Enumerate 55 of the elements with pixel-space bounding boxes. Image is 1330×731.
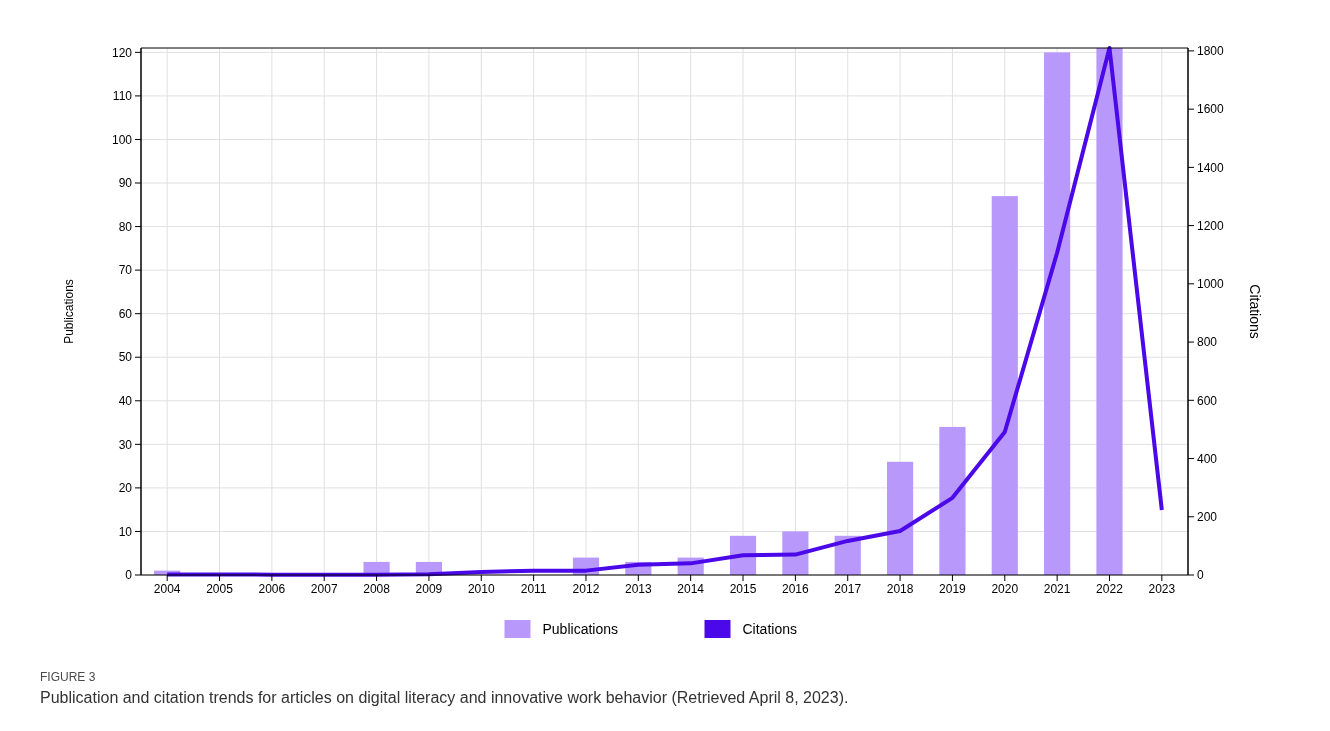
bar	[1096, 48, 1123, 575]
caption: FIGURE 3	[40, 670, 96, 684]
x-tick-label: 2012	[572, 582, 600, 596]
x-tick-label: 2007	[310, 582, 338, 596]
x-tick-label: 2017	[834, 582, 862, 596]
y-tick-label: 50	[118, 350, 133, 365]
y2-tick-label: 1800	[1197, 44, 1225, 59]
y-tick-label: 80	[118, 219, 133, 234]
bar	[991, 196, 1018, 575]
y-tick-label: 10	[118, 524, 133, 539]
line-series	[165, 46, 1164, 577]
y2-tick-label: 1400	[1197, 160, 1225, 175]
x-tick-label: 2008	[363, 582, 391, 596]
y-tick-label: 40	[118, 393, 133, 408]
x-tick-label: 2004	[153, 582, 181, 596]
x-tick-label: 2016	[782, 582, 810, 596]
y2-tick-label: 1200	[1197, 218, 1225, 233]
y-axis-title: Publications	[62, 279, 76, 344]
x-tick-label: 2022	[1096, 582, 1124, 596]
bar	[886, 461, 914, 575]
bar	[939, 426, 966, 575]
y-tick-label: 110	[112, 89, 133, 104]
x-tick-label: 2010	[467, 582, 495, 596]
y2-tick-label: 800	[1197, 335, 1218, 350]
y-tick-label: 70	[118, 263, 133, 278]
y-tick-label: 60	[118, 306, 133, 321]
y2-tick-label: 0	[1197, 568, 1204, 583]
x-tick-label: 2014	[677, 582, 705, 596]
x-tick-label: 2011	[520, 582, 547, 596]
x-tick-label: 2023	[1148, 582, 1176, 596]
y2-tick-label: 600	[1197, 393, 1218, 408]
x-tick-label: 2015	[729, 582, 757, 596]
y-tick-label: 120	[111, 45, 133, 60]
x-tick-label: 2006	[258, 582, 286, 596]
y-tick-label: 0	[125, 568, 133, 583]
x-tick-label: 2018	[886, 582, 914, 596]
y2-axis-title: Citations	[1247, 284, 1263, 339]
legend-label: Publications	[542, 620, 618, 637]
y2-tick-label: 1000	[1197, 277, 1225, 292]
bar	[1044, 52, 1071, 575]
x-tick-label: 2020	[991, 582, 1019, 596]
x-tick-label: 2019	[939, 582, 967, 596]
y-tick-label: 30	[118, 437, 133, 452]
x-tick-label: 2021	[1043, 582, 1071, 596]
y2-tick-label: 200	[1197, 509, 1218, 524]
y-tick-label: 100	[111, 132, 133, 147]
x-tick-label: 2013	[624, 582, 652, 596]
y-tick-label: 90	[118, 176, 133, 191]
x-tick-label: 2009	[415, 582, 443, 596]
y-tick-label: 20	[118, 481, 133, 496]
x-tick-label: 2005	[206, 582, 234, 596]
y2-tick-label: 1600	[1197, 102, 1225, 117]
legend-label: Citations	[742, 620, 797, 637]
text: Publication and citation trends for articles on digital literacy and innovative work behavior (Retrieved April 8, 2023).	[40, 689, 849, 706]
y2-tick-label: 400	[1197, 451, 1218, 466]
